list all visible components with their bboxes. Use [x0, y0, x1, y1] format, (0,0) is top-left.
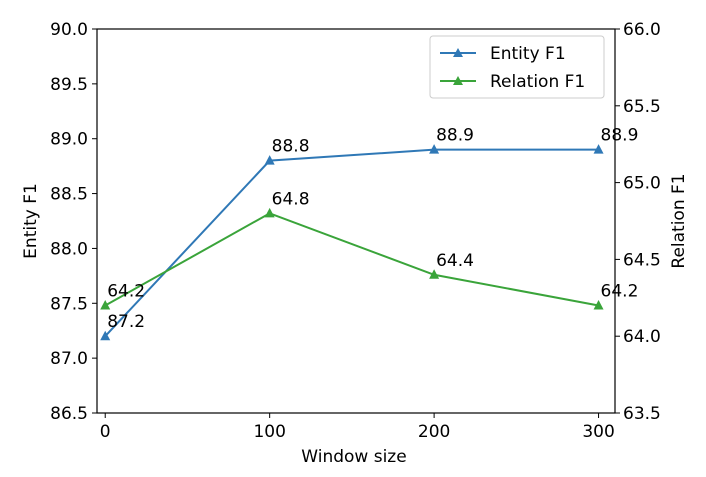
entity-series-line: [104, 148, 599, 337]
legend-box: [429, 35, 605, 99]
relation-point: [264, 207, 275, 218]
relation-data-label: 64.2: [601, 281, 639, 301]
right-axis-title: Relation F1: [669, 173, 689, 268]
relation-data-label: 64.8: [272, 189, 310, 209]
x-tick-label: 0: [100, 422, 111, 442]
right-axis-ticks: 63.5 64.0 64.5 65.0 65.5 66.0: [615, 20, 661, 424]
x-axis-ticks: 0 100 200 300: [100, 413, 615, 442]
entity-point: [100, 330, 111, 341]
left-tick-label: 86.5: [50, 404, 88, 424]
entity-point: [429, 144, 440, 154]
right-tick-label: 66.0: [623, 20, 661, 40]
entity-data-label: 88.9: [436, 126, 474, 146]
x-tick-label: 100: [253, 422, 285, 442]
right-tick-label: 65.5: [623, 97, 661, 117]
right-tick-label: 63.5: [623, 404, 661, 424]
legend-relation-label: Relation F1: [490, 72, 585, 92]
entity-data-label: 87.2: [107, 312, 145, 332]
x-axis-title: Window size: [301, 447, 406, 467]
x-tick-label: 200: [418, 422, 450, 442]
legend-entity-marker: [453, 48, 463, 57]
relation-data-label: 64.4: [436, 251, 474, 271]
relation-data-label: 64.2: [107, 281, 145, 301]
entity-point: [264, 155, 275, 165]
relation-point: [593, 299, 604, 310]
series-layer: 87.2 88.8 88.9 88.9 64.2 64.8 64.4 64.2: [100, 126, 638, 341]
legend-entity-label: Entity F1: [490, 44, 566, 64]
right-tick-label: 65.0: [623, 174, 661, 194]
left-tick-label: 88.0: [50, 239, 88, 259]
left-tick-label: 87.5: [50, 294, 88, 314]
left-tick-label: 89.5: [50, 75, 88, 95]
relation-series-line: [104, 212, 599, 307]
left-tick-label: 90.0: [50, 20, 88, 40]
entity-data-label: 88.9: [601, 126, 639, 146]
x-tick-label: 300: [582, 422, 614, 442]
left-axis-title: Entity F1: [21, 183, 41, 259]
entity-point: [593, 144, 604, 154]
relation-point: [429, 269, 440, 279]
left-tick-label: 88.5: [50, 185, 88, 205]
left-tick-label: 89.0: [50, 130, 88, 150]
right-tick-label: 64.0: [623, 327, 661, 347]
left-axis-ticks: 86.5 87.0 87.5 88.0 88.5 89.0 89.5 90.0: [50, 20, 97, 424]
left-tick-label: 87.0: [50, 349, 88, 369]
entity-data-label: 88.8: [272, 137, 310, 157]
legend: Entity F1 Relation F1: [429, 35, 605, 99]
right-tick-label: 64.5: [623, 250, 661, 270]
legend-relation-marker: [453, 76, 463, 85]
relation-point: [100, 299, 111, 310]
